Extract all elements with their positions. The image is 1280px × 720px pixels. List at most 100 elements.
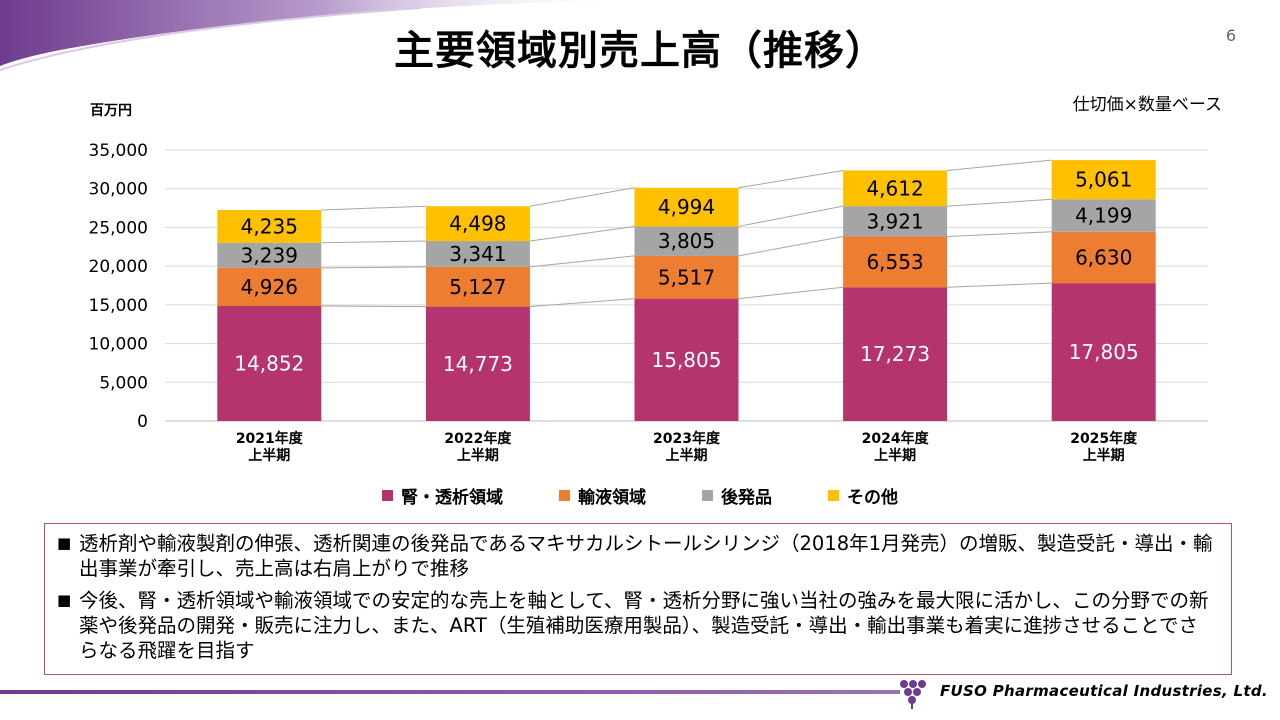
bar-segment bbox=[634, 187, 739, 227]
data-label: 17,273 bbox=[860, 342, 930, 366]
bullet-marker-icon: ■ bbox=[57, 591, 72, 609]
data-label: 6,553 bbox=[866, 250, 923, 274]
series-connector-line bbox=[947, 198, 1052, 207]
data-label: 17,805 bbox=[1069, 340, 1139, 364]
bar-segment bbox=[843, 170, 948, 207]
bar-segment bbox=[1051, 283, 1156, 421]
legend-swatch bbox=[702, 490, 713, 501]
bar-segment bbox=[1051, 160, 1156, 200]
bar-segment bbox=[425, 306, 530, 421]
stacked-bar-chart: 0 5,000 10,000 15,000 20,000 25,000 30,000 35,0… bbox=[89, 141, 1208, 464]
x-tick-label: 上半期 bbox=[1083, 447, 1125, 464]
series-connector-line bbox=[529, 298, 635, 308]
bar-segment bbox=[425, 206, 530, 242]
data-label: 4,612 bbox=[866, 176, 923, 200]
data-label: 4,994 bbox=[658, 195, 715, 219]
x-tick-label: 上半期 bbox=[874, 447, 916, 464]
x-tick-label: 2021年度 bbox=[236, 430, 304, 447]
y-tick-label: 20,000 bbox=[89, 257, 148, 277]
page-title: 主要領域別売上高（推移） bbox=[394, 28, 886, 74]
bar-segment bbox=[217, 267, 322, 307]
series-connector-line bbox=[321, 240, 426, 244]
series-connector-line bbox=[738, 236, 844, 257]
summary-bullet-text: 今後、腎・透析領域や輸液領域での安定的な売上を軸として、腎・透析分野に強い当社の… bbox=[79, 589, 1209, 662]
legend-swatch bbox=[382, 490, 393, 501]
series-connector-line bbox=[738, 169, 844, 189]
bar-segment bbox=[843, 287, 948, 421]
bar-segment bbox=[217, 306, 322, 421]
data-label: 15,805 bbox=[652, 348, 722, 372]
company-name: FUSO Pharmaceutical Industries, Ltd. bbox=[940, 682, 1268, 700]
series-connector-line bbox=[321, 305, 426, 308]
series-connector-line bbox=[529, 225, 635, 242]
x-tick-label: 上半期 bbox=[666, 447, 708, 464]
y-tick-label: 35,000 bbox=[89, 141, 148, 161]
bar-segment bbox=[217, 209, 322, 243]
bar-segment bbox=[1051, 199, 1156, 232]
data-label: 3,239 bbox=[241, 243, 298, 267]
x-tick-label: 2022年度 bbox=[444, 430, 512, 447]
y-tick-label: 5,000 bbox=[99, 373, 148, 393]
data-label: 6,630 bbox=[1075, 245, 1132, 269]
legend-item: 腎・透析領域 bbox=[382, 483, 503, 508]
bar-segment bbox=[634, 298, 739, 421]
legend-swatch bbox=[559, 490, 570, 501]
x-tick-label: 上半期 bbox=[248, 447, 290, 464]
data-label: 14,773 bbox=[443, 352, 513, 376]
legend-label: 腎・透析領域 bbox=[401, 488, 503, 508]
chart-basis-note: 仕切価×数量ベース bbox=[1072, 95, 1222, 115]
series-connector-line bbox=[738, 205, 844, 227]
series-connector-line bbox=[947, 231, 1052, 238]
page-number: 6 bbox=[1225, 26, 1236, 45]
footer-divider bbox=[0, 690, 900, 694]
series-connector-line bbox=[529, 187, 635, 207]
y-tick-label: 25,000 bbox=[89, 218, 148, 238]
legend-label: 後発品 bbox=[721, 488, 772, 508]
x-tick-label: 2024年度 bbox=[862, 430, 930, 447]
legend-label: その他 bbox=[847, 488, 898, 508]
data-label: 3,805 bbox=[658, 229, 715, 253]
header-swoosh-decoration bbox=[0, 0, 640, 71]
summary-bullet: ■ 透析剤や輸液製剤の伸張、透析関連の後発品であるマキサカルシトールシリンジ（2… bbox=[57, 531, 1213, 581]
chart-unit-label: 百万円 bbox=[90, 103, 132, 119]
data-label: 5,061 bbox=[1075, 168, 1132, 192]
bar-segment bbox=[843, 206, 948, 237]
series-connector-line bbox=[529, 255, 635, 268]
y-tick-label: 0 bbox=[137, 412, 148, 432]
series-connector-line bbox=[321, 266, 426, 269]
data-label: 5,517 bbox=[658, 265, 715, 289]
y-tick-label: 15,000 bbox=[89, 296, 148, 316]
data-label: 5,127 bbox=[449, 275, 506, 299]
series-connector-line bbox=[738, 286, 844, 300]
y-tick-label: 30,000 bbox=[89, 180, 148, 200]
legend-swatch bbox=[828, 490, 839, 501]
series-connector-line bbox=[947, 159, 1052, 171]
bar-segment bbox=[843, 236, 948, 288]
bar-segment bbox=[425, 266, 530, 307]
series-connector-line bbox=[321, 205, 426, 211]
legend-label: 輸液領域 bbox=[578, 488, 646, 508]
data-label: 4,235 bbox=[241, 214, 298, 238]
data-label: 4,199 bbox=[1075, 204, 1132, 228]
x-tick-label: 上半期 bbox=[457, 447, 499, 464]
summary-box: ■ 透析剤や輸液製剤の伸張、透析関連の後発品であるマキサカルシトールシリンジ（2… bbox=[44, 523, 1232, 675]
grape-cluster-logo-icon bbox=[900, 680, 926, 709]
bar-segment bbox=[634, 226, 739, 256]
x-tick-label: 2025年度 bbox=[1070, 430, 1138, 447]
summary-bullet: ■ 今後、腎・透析領域や輸液領域での安定的な売上を軸として、腎・透析分野に強い当… bbox=[57, 588, 1213, 663]
summary-bullet-text: 透析剤や輸液製剤の伸張、透析関連の後発品であるマキサカルシトールシリンジ（201… bbox=[79, 532, 1213, 580]
bar-segment bbox=[217, 242, 322, 268]
data-label: 4,498 bbox=[449, 212, 506, 236]
series-connector-line bbox=[947, 282, 1052, 288]
legend-item: その他 bbox=[828, 483, 898, 508]
bar-segment bbox=[634, 255, 739, 299]
data-label: 14,852 bbox=[234, 352, 304, 376]
data-label: 3,921 bbox=[866, 209, 923, 233]
data-label: 4,926 bbox=[241, 275, 298, 299]
legend-item: 輸液領域 bbox=[559, 483, 646, 508]
chart-legend: 腎・透析領域 輸液領域 後発品 その他 bbox=[0, 483, 1280, 508]
bullet-marker-icon: ■ bbox=[57, 534, 72, 552]
data-label: 3,341 bbox=[449, 242, 506, 266]
y-tick-label: 10,000 bbox=[89, 335, 148, 355]
bar-segment bbox=[1051, 231, 1156, 284]
